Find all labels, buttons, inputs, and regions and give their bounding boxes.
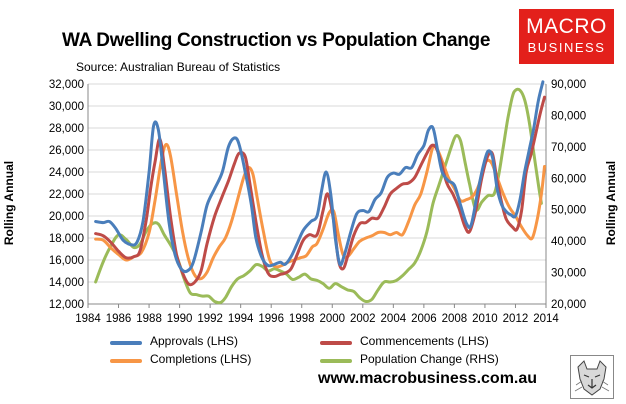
- y-tick-left-3: 18,000: [49, 233, 84, 245]
- legend-swatch-approvals: [110, 341, 142, 345]
- legend-label-population: Population Change (RHS): [360, 352, 499, 366]
- series-line-completions-lhs: [94, 142, 546, 281]
- x-tick-0: 1984: [75, 313, 101, 325]
- y-tick-right-0: 20,000: [551, 299, 586, 311]
- chart-axes: [87, 84, 547, 308]
- y-tick-left-8: 28,000: [49, 123, 84, 135]
- y-tick-right-5: 70,000: [551, 142, 586, 154]
- y-tick-left-1: 14,000: [49, 277, 84, 289]
- legend-label-completions: Completions (LHS): [150, 352, 252, 366]
- x-tick-7: 1998: [289, 313, 315, 325]
- x-tick-6: 1996: [258, 313, 284, 325]
- legend-label-commencements: Commencements (LHS): [360, 334, 489, 348]
- y-tick-right-1: 30,000: [551, 268, 586, 280]
- x-tick-14: 2012: [503, 313, 529, 325]
- x-tick-3: 1990: [167, 313, 193, 325]
- chart-series: [94, 80, 546, 305]
- y-tick-left-10: 32,000: [49, 79, 84, 91]
- y-axis-label-right: Rolling Annual: [604, 161, 618, 245]
- y-tick-left-6: 24,000: [49, 167, 84, 179]
- y-tick-left-2: 16,000: [49, 255, 84, 267]
- y-axis-label-left: Rolling Annual: [2, 161, 16, 245]
- x-tick-13: 2010: [472, 313, 498, 325]
- legend-swatch-commencements: [320, 341, 352, 345]
- x-tick-11: 2006: [411, 313, 437, 325]
- legend-swatch-population: [320, 359, 352, 363]
- y-tick-left-0: 12,000: [49, 299, 84, 311]
- y-tick-left-7: 26,000: [49, 145, 84, 157]
- x-tick-15: 2014: [533, 313, 559, 325]
- y-tick-left-4: 20,000: [49, 211, 84, 223]
- x-tick-8: 2000: [319, 313, 345, 325]
- footer-url: www.macrobusiness.com.au: [318, 370, 538, 387]
- y-tick-right-2: 40,000: [551, 236, 586, 248]
- y-tick-left-9: 30,000: [49, 101, 84, 113]
- macro-business-logo: MACRO BUSINESS: [519, 9, 614, 64]
- x-tick-5: 1994: [228, 313, 254, 325]
- x-tick-9: 2002: [350, 313, 376, 325]
- y-tick-right-7: 90,000: [551, 79, 586, 91]
- x-tick-2: 1988: [136, 313, 162, 325]
- legend-swatch-completions: [110, 359, 142, 363]
- series-line-approvals-lhs: [94, 80, 545, 274]
- y-tick-left-5: 22,000: [49, 189, 84, 201]
- logo-line-1: MACRO: [526, 15, 607, 38]
- y-tick-right-3: 50,000: [551, 205, 586, 217]
- chart-tick-labels: 12,000 14,000 16,000 18,000 20,000 22,000 24,0…: [49, 79, 586, 325]
- x-tick-10: 2004: [381, 313, 407, 325]
- wolf-mascot-icon: [570, 355, 614, 399]
- chart-subtitle: Source: Australian Bureau of Statistics: [76, 60, 281, 74]
- legend-label-approvals: Approvals (LHS): [150, 334, 239, 348]
- x-tick-12: 2008: [442, 313, 468, 325]
- logo-line-2: BUSINESS: [527, 40, 606, 55]
- x-tick-4: 1992: [197, 313, 223, 325]
- y-tick-right-6: 80,000: [551, 110, 586, 122]
- chart-title: WA Dwelling Construction vs Population C…: [62, 30, 491, 51]
- x-tick-1: 1986: [106, 313, 132, 325]
- y-tick-right-4: 60,000: [551, 173, 586, 185]
